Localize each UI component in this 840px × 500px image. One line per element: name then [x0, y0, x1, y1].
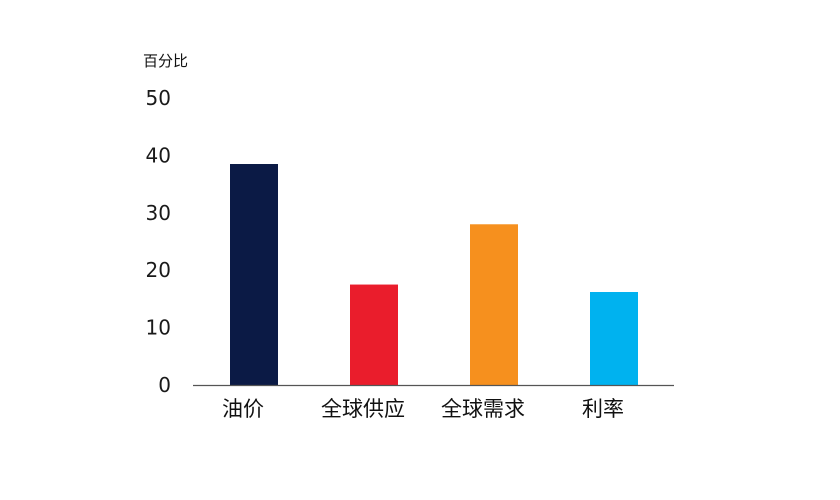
bar-2	[350, 284, 398, 385]
y-axis-unit-label: 百分比	[143, 52, 188, 70]
y-tick-label: 0	[158, 373, 171, 397]
bar-4	[590, 292, 638, 385]
y-tick-label: 50	[146, 86, 171, 110]
category-label: 全球需求	[441, 397, 525, 421]
bar-3	[470, 224, 518, 385]
x-axis-category-labels: 油价 全球供应 全球需求 利率	[222, 397, 624, 421]
category-label: 油价	[222, 397, 264, 421]
y-tick-label: 30	[146, 201, 171, 225]
bars-group	[230, 164, 638, 385]
category-label: 全球供应	[321, 397, 405, 421]
y-tick-label: 10	[146, 316, 171, 340]
y-tick-label: 20	[146, 258, 171, 282]
bar-1	[230, 164, 278, 385]
y-axis-ticks: 0 10 20 30 40 50	[146, 86, 171, 397]
category-label: 利率	[582, 397, 624, 421]
y-tick-label: 40	[146, 143, 171, 167]
